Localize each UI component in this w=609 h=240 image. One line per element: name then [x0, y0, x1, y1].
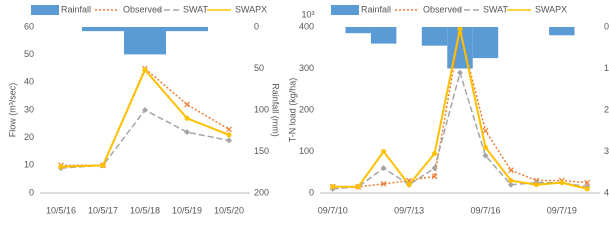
chart-figure: 0 10 20 30 40 50 60 0 50 100 150 200 Flow (m³/sec) Ra… — [7, 4, 609, 215]
series-line — [61, 67, 230, 167]
point — [533, 182, 539, 188]
point — [457, 26, 463, 32]
y-axis-label: Flow (m³/sec) — [7, 83, 17, 138]
y2-tick-label: 200 — [254, 187, 269, 197]
legend-label: Rainfall — [61, 4, 91, 14]
y-tick-label: 400 — [299, 21, 314, 31]
y2-tick-label: 300 — [604, 146, 609, 156]
point — [482, 127, 489, 134]
legend-label: Rainfall — [361, 4, 391, 14]
legend-label: SWAPX — [235, 4, 267, 14]
point — [432, 151, 438, 157]
point — [507, 181, 514, 188]
x-tick-label: 10/5/16 — [46, 205, 76, 215]
y-tick-label: 50 — [24, 49, 34, 59]
y-tick-label: 60 — [24, 21, 34, 31]
rain-bar — [82, 27, 124, 32]
point — [508, 178, 514, 184]
point — [380, 165, 387, 172]
y2-tick-label: 0 — [604, 21, 609, 31]
y-tick-label: 40 — [24, 77, 34, 87]
x-tick-label: 10/5/17 — [88, 205, 118, 215]
point — [142, 67, 148, 73]
point — [58, 164, 64, 170]
series-line — [60, 68, 230, 168]
x-tick-label: 10/5/20 — [214, 205, 244, 215]
x-tick-label: 09/7/19 — [547, 205, 577, 215]
y2-tick-label: 0 — [254, 21, 259, 31]
point — [431, 173, 438, 180]
point — [142, 107, 148, 113]
point — [226, 137, 232, 144]
point — [457, 69, 463, 76]
rain-bar — [549, 27, 575, 36]
legend-label: Observed — [123, 4, 162, 14]
point — [226, 126, 232, 133]
y-tick-label: 300 — [299, 63, 314, 73]
x-tick-label: 10/5/19 — [172, 205, 202, 215]
point — [184, 101, 190, 108]
rain-bar — [472, 27, 499, 59]
y-tick-label: 20 — [24, 132, 34, 142]
legend-label: SWAT — [183, 4, 208, 14]
rain-bar — [166, 27, 208, 32]
legend-swatch — [31, 5, 59, 15]
rain-bar — [124, 27, 166, 55]
point — [584, 179, 591, 186]
x-tick-label: 09/7/16 — [470, 205, 500, 215]
y2-tick-label: 400 — [604, 187, 609, 197]
y-tick-label: 30 — [24, 104, 34, 114]
rain-bar — [421, 27, 448, 46]
y2-axis-label: Rainfall (mm) — [271, 83, 281, 137]
x-tick-label: 09/7/10 — [318, 205, 348, 215]
legend-label: SWAPX — [535, 4, 567, 14]
point — [482, 152, 489, 159]
series-line — [332, 69, 588, 190]
point — [100, 162, 106, 168]
point — [381, 149, 387, 154]
y2-tick-label: 200 — [604, 104, 609, 114]
point — [507, 167, 514, 174]
y2-tick-label: 100 — [254, 104, 269, 114]
point — [431, 165, 438, 172]
page: 0 10 20 30 40 50 60 0 50 100 150 200 Flow (m³/sec) Ra… — [7, 4, 609, 216]
y-exponent: 10³ — [301, 9, 314, 19]
y2-tick-label: 100 — [604, 63, 609, 73]
y-axis-label: T-N load (kg/ha) — [287, 78, 297, 143]
y-tick-label: 100 — [299, 146, 314, 156]
point — [184, 129, 190, 136]
legend-label: SWAT — [483, 4, 508, 14]
y-tick-label: 0 — [309, 187, 314, 197]
y2-tick-label: 50 — [254, 63, 264, 73]
x-tick-label: 10/5/18 — [130, 205, 160, 215]
y-tick-label: 200 — [299, 104, 314, 114]
legend-label: Observed — [423, 4, 462, 14]
y-tick-label: 10 — [24, 160, 34, 170]
y-tick-label: 0 — [29, 187, 34, 197]
rain-bar — [345, 27, 371, 34]
point — [559, 180, 565, 186]
rain-bar — [370, 27, 397, 44]
point — [330, 184, 336, 190]
point — [184, 115, 190, 121]
point — [482, 144, 488, 150]
point — [380, 180, 387, 187]
point — [226, 132, 232, 138]
y2-tick-label: 150 — [254, 146, 269, 156]
series-line — [60, 109, 230, 169]
point — [406, 182, 412, 188]
point — [355, 184, 361, 190]
x-tick-label: 09/7/13 — [394, 205, 424, 215]
legend-swatch — [331, 5, 359, 15]
point — [584, 186, 590, 192]
